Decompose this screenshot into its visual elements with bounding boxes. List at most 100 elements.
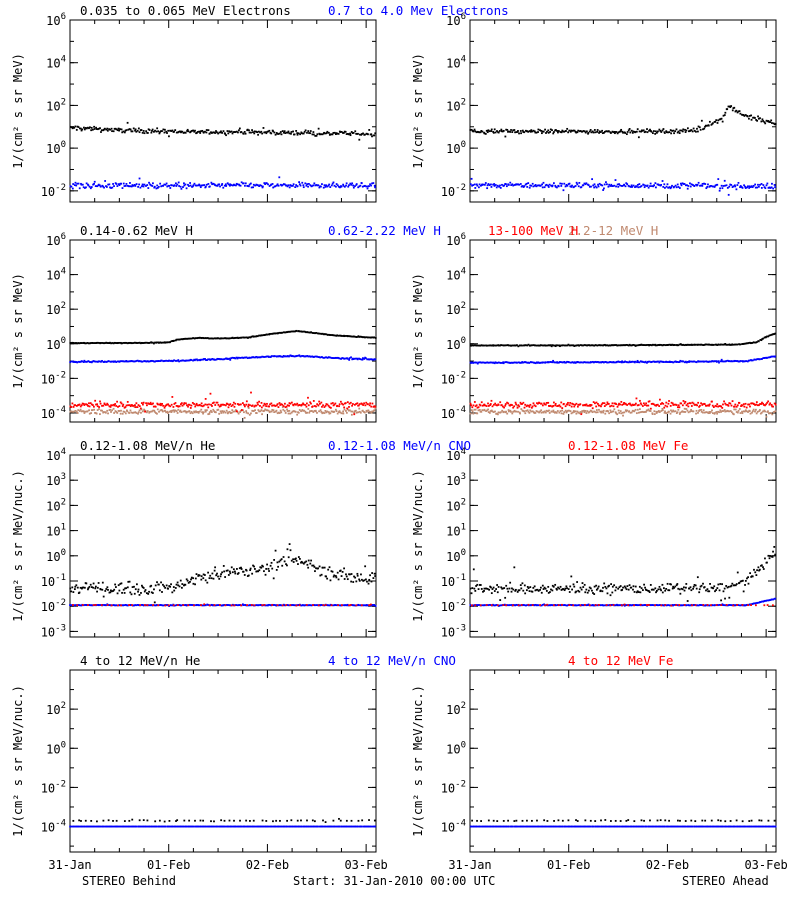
data-point xyxy=(340,334,343,337)
data-point xyxy=(319,356,322,359)
data-point xyxy=(154,412,157,414)
data-point xyxy=(189,130,192,133)
data-point xyxy=(689,586,692,589)
data-point xyxy=(352,335,355,338)
data-point xyxy=(654,182,657,185)
data-point xyxy=(284,331,287,334)
data-point xyxy=(601,132,604,135)
data-point xyxy=(112,183,114,185)
data-point xyxy=(495,588,497,590)
data-point xyxy=(614,411,617,414)
data-point xyxy=(183,403,185,406)
data-point xyxy=(512,344,515,347)
data-point xyxy=(594,344,597,346)
data-point xyxy=(488,411,491,414)
data-point xyxy=(663,183,666,186)
data-point xyxy=(266,604,269,607)
data-point xyxy=(489,404,492,406)
data-point xyxy=(491,410,494,413)
data-point xyxy=(537,361,540,364)
data-point xyxy=(99,402,102,405)
data-point xyxy=(257,130,260,133)
data-point xyxy=(220,403,222,406)
data-point xyxy=(499,184,501,187)
data-point xyxy=(207,406,210,409)
data-point xyxy=(225,337,228,340)
data-point xyxy=(524,183,527,186)
data-point xyxy=(297,132,300,135)
data-point xyxy=(728,185,731,188)
data-point xyxy=(764,404,766,407)
data-point xyxy=(225,134,227,137)
data-point xyxy=(527,130,530,133)
data-point xyxy=(88,604,91,606)
data-point xyxy=(222,337,225,340)
data-point xyxy=(482,361,485,364)
data-point xyxy=(87,587,90,589)
data-point xyxy=(544,411,547,414)
data-point xyxy=(302,604,304,606)
data-point xyxy=(704,124,707,127)
data-point xyxy=(274,405,277,407)
data-point xyxy=(141,586,144,589)
data-point xyxy=(698,409,701,412)
data-point xyxy=(496,361,499,364)
data-point xyxy=(312,332,315,334)
data-point xyxy=(187,604,190,607)
data-point xyxy=(106,586,109,589)
data-point xyxy=(266,130,269,133)
data-point xyxy=(551,589,554,592)
data-point xyxy=(139,407,142,410)
data-point xyxy=(334,604,337,607)
data-point xyxy=(186,410,189,413)
data-point xyxy=(195,403,198,406)
data-point xyxy=(164,409,166,412)
data-point xyxy=(530,406,533,409)
data-point xyxy=(292,183,295,186)
data-point xyxy=(142,342,145,344)
data-point xyxy=(691,360,694,363)
data-point xyxy=(278,331,281,334)
data-point xyxy=(746,360,749,363)
data-point xyxy=(340,412,343,415)
data-point xyxy=(661,360,664,363)
data-point xyxy=(653,130,655,132)
data-point xyxy=(671,402,674,405)
data-point xyxy=(756,569,758,572)
data-point xyxy=(220,337,222,340)
data-point xyxy=(217,575,219,578)
panel-title: 0.12-1.08 MeV/n CNO xyxy=(328,438,471,453)
data-point xyxy=(103,128,105,131)
data-point xyxy=(679,359,682,362)
data-point xyxy=(166,604,169,606)
data-point xyxy=(714,404,717,407)
data-point xyxy=(293,133,296,136)
data-point xyxy=(176,183,179,186)
data-point xyxy=(585,361,588,364)
data-point xyxy=(757,566,760,569)
data-point xyxy=(571,129,574,132)
data-point xyxy=(150,131,153,134)
data-point xyxy=(739,112,742,115)
data-point xyxy=(699,343,702,346)
data-point xyxy=(314,184,317,187)
data-point xyxy=(175,131,178,134)
data-point xyxy=(202,337,205,340)
data-point xyxy=(755,119,758,121)
data-point xyxy=(232,568,235,571)
data-point xyxy=(482,183,485,186)
data-point xyxy=(530,344,533,347)
data-point xyxy=(744,579,747,582)
data-point xyxy=(110,187,112,189)
data-point xyxy=(732,185,735,188)
data-point xyxy=(727,585,730,588)
data-point xyxy=(190,576,193,579)
data-point xyxy=(642,361,645,363)
data-point xyxy=(340,575,343,577)
data-point xyxy=(535,588,538,591)
data-point xyxy=(247,407,250,409)
data-point xyxy=(129,404,131,407)
data-point xyxy=(373,134,376,137)
data-point xyxy=(311,331,314,334)
data-point xyxy=(759,338,762,341)
